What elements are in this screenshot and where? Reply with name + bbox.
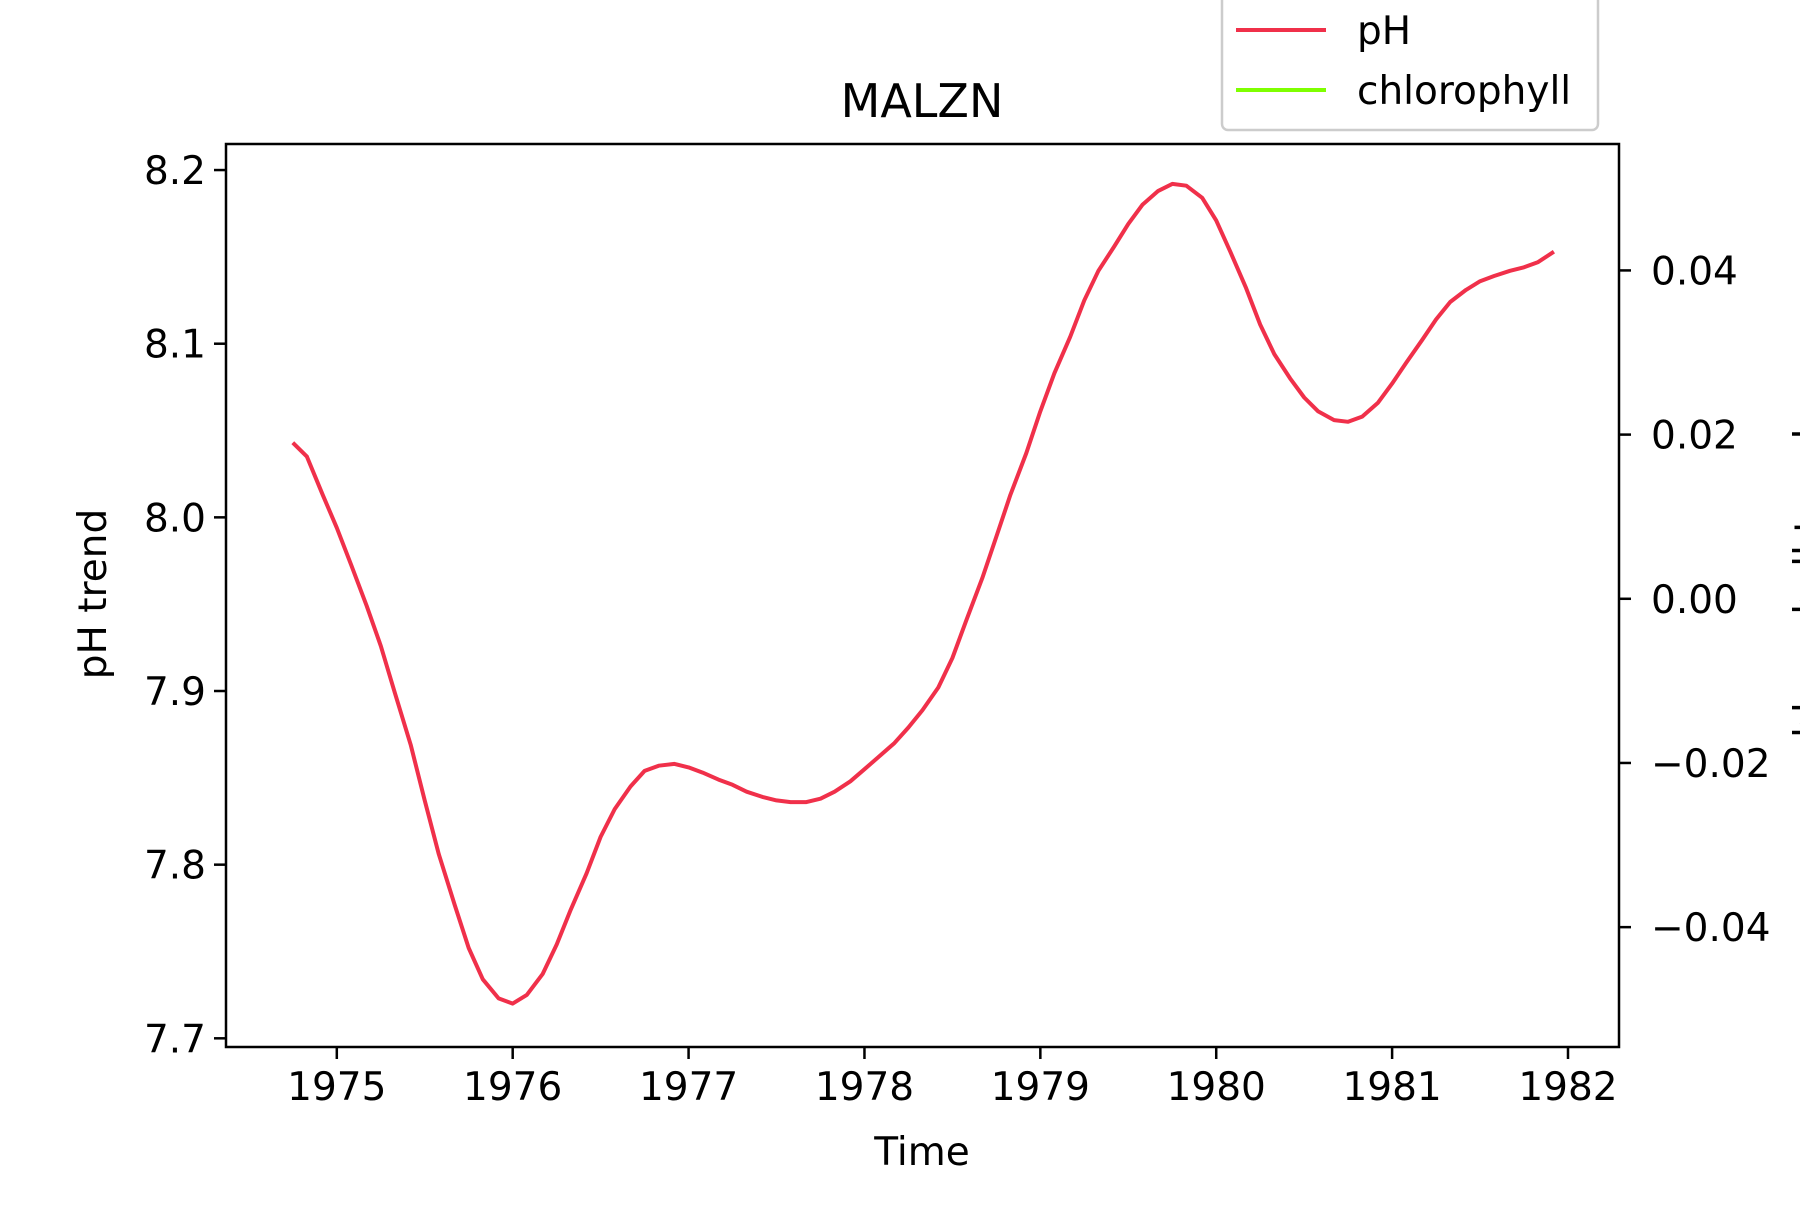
y-tick-label: 8.1: [144, 323, 206, 368]
series-line-ph: [291, 181, 1555, 1006]
y2-tick-label: −0.02: [1651, 742, 1771, 787]
y-tick-label: 7.7: [144, 1017, 206, 1062]
y-tick-label: 8.0: [144, 496, 206, 541]
y2-tick-label: 0.00: [1651, 578, 1738, 623]
x-tick-label: 1982: [1518, 1065, 1617, 1110]
legend-label-ph: pH: [1357, 9, 1411, 54]
y2-tick-label: 0.02: [1651, 414, 1738, 459]
y-axis: 7.7 7.8 7.9 8.0 8.1 8.2: [144, 149, 226, 1062]
y-tick-label: 7.9: [144, 670, 206, 715]
x-tick-label: 1975: [287, 1065, 386, 1110]
plot-frame: [224, 142, 1621, 1049]
y-tick-label: 8.2: [144, 149, 206, 194]
y-tick-label: 7.8: [144, 844, 206, 889]
y2-tick-label: 0.04: [1651, 249, 1738, 294]
x-tick-label: 1977: [639, 1065, 738, 1110]
x-tick-label: 1976: [463, 1065, 562, 1110]
legend-label-chlorophyll: chlorophyll: [1357, 69, 1571, 114]
y-axis-label: pH trend: [71, 509, 116, 679]
chart-title: MALZN: [841, 74, 1004, 128]
x-axis-label: Time: [873, 1130, 969, 1175]
x-tick-label: 1981: [1342, 1065, 1441, 1110]
legend: pH chlorophyll: [1220, 0, 1600, 132]
x-axis: 1975 1976 1977 1978 1979 1980 1981 1982: [287, 1047, 1618, 1110]
y2-tick-label: −0.04: [1651, 906, 1771, 951]
legend-box: [1220, 0, 1600, 132]
x-tick-label: 1980: [1167, 1065, 1266, 1110]
y2-axis-label: chlorophyll trend: [1787, 429, 1800, 759]
y2-axis: −0.04 −0.02 0.00 0.02 0.04: [1619, 249, 1771, 951]
x-tick-label: 1978: [815, 1065, 914, 1110]
x-tick-label: 1979: [991, 1065, 1090, 1110]
plot-area: [291, 181, 1555, 1006]
